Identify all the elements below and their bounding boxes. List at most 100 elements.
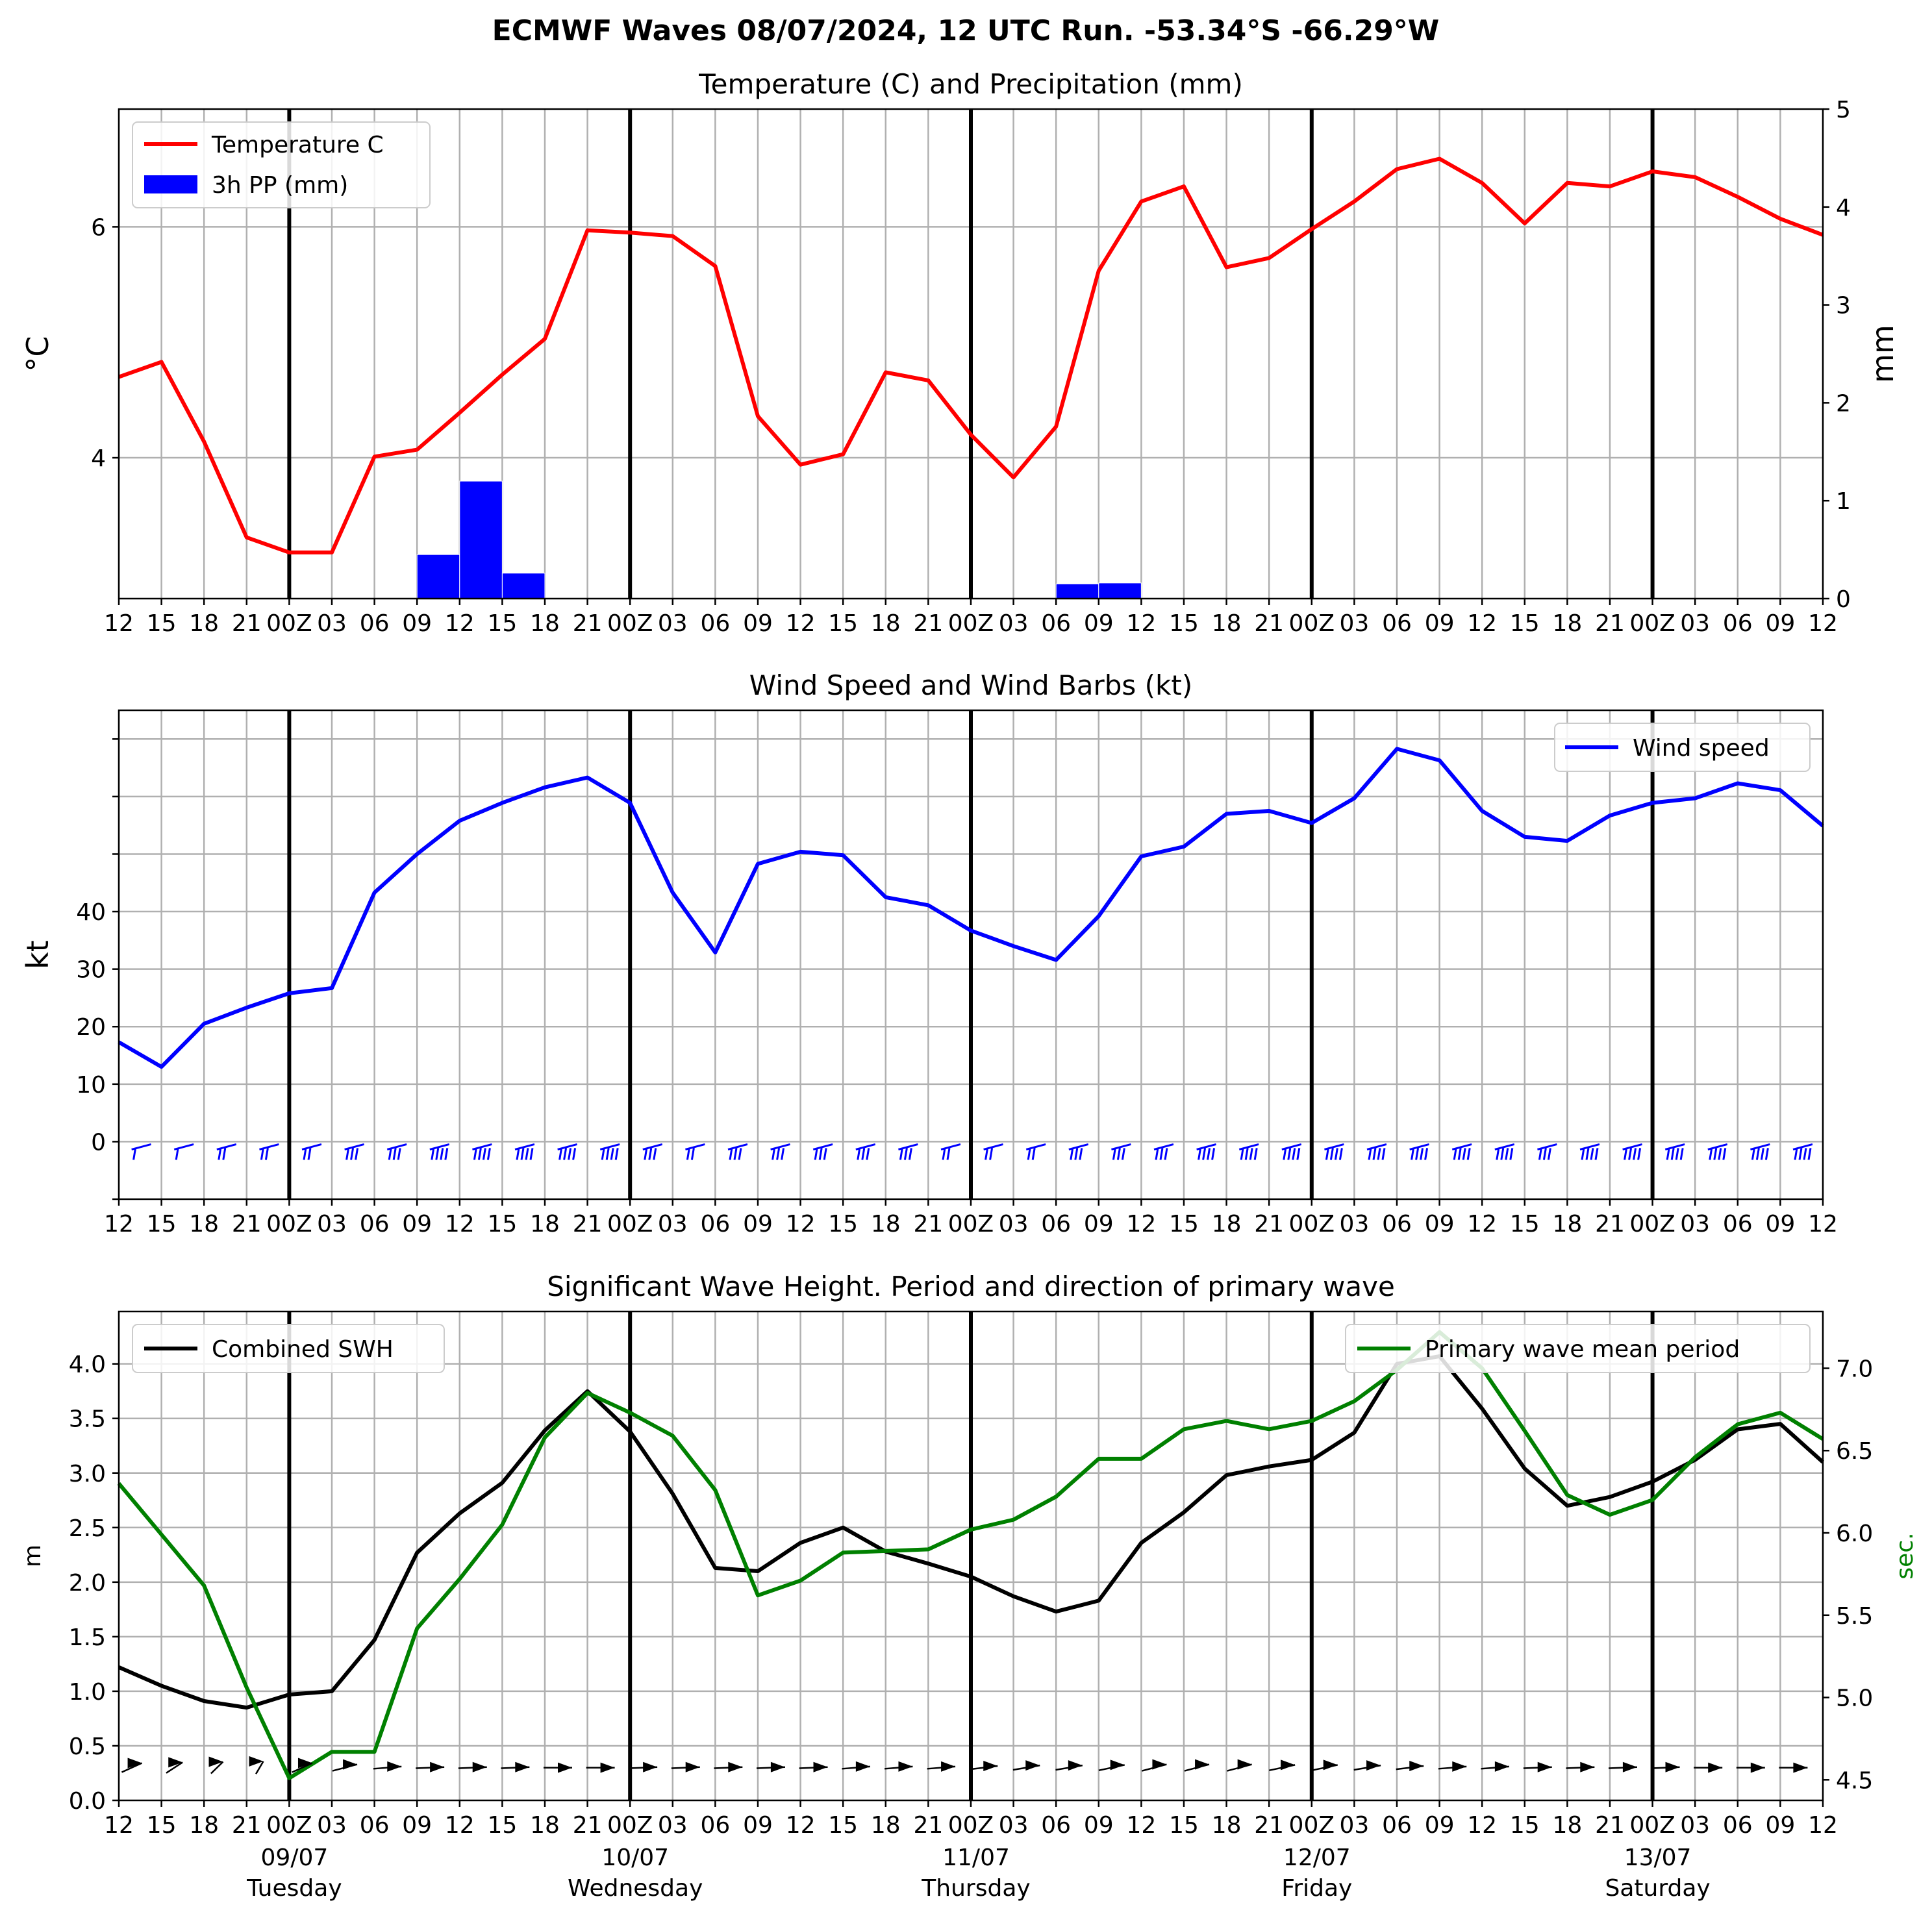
- wind-barb: [1025, 1143, 1046, 1160]
- x-tick-label: 21: [232, 1211, 262, 1237]
- wave-arrow-head: [1237, 1759, 1252, 1770]
- wind-barb-feather: [1722, 1148, 1727, 1160]
- x-tick-label: 03: [1680, 1812, 1710, 1839]
- x-tick-label: 15: [1169, 1812, 1199, 1839]
- wind-barb: [898, 1143, 918, 1160]
- y-tick-label-right: 6.0: [1836, 1521, 1873, 1547]
- wave-arrow-shaft: [210, 1761, 224, 1774]
- wind-barb: [173, 1143, 194, 1160]
- x-tick-label: 18: [871, 610, 901, 637]
- wind-barb: [472, 1143, 492, 1160]
- wind-barb-feather: [733, 1148, 738, 1160]
- wind-barb-feather: [772, 1148, 776, 1160]
- x-tick-label: 09: [743, 1211, 773, 1237]
- wind-barb-feather: [1709, 1148, 1713, 1160]
- wave-direction-arrow: [1651, 1761, 1680, 1772]
- wave-direction-arrow: [1269, 1759, 1296, 1772]
- wind-barb-feather: [1457, 1148, 1462, 1160]
- x-tick-label: 12: [786, 1211, 816, 1237]
- wind-barb-feather: [392, 1148, 397, 1160]
- day-name-label: Friday: [1281, 1875, 1352, 1902]
- panel-title: Significant Wave Height. Period and dire…: [547, 1271, 1395, 1302]
- x-tick-label: 00Z: [1629, 1812, 1675, 1839]
- x-tick-label: 21: [1254, 1812, 1284, 1839]
- wave-direction-arrow: [292, 1758, 313, 1773]
- figure-suptitle: ECMWF Waves 08/07/2024, 12 UTC Run. -53.…: [492, 14, 1440, 47]
- day-name-label: Saturday: [1605, 1875, 1710, 1902]
- wave-arrow-head: [685, 1761, 700, 1772]
- wave-arrow-head: [983, 1760, 998, 1771]
- wind-barb-feather: [1249, 1148, 1253, 1160]
- wind-barb: [1451, 1143, 1472, 1160]
- x-tick-label: 09: [402, 610, 432, 637]
- wind-barb: [1409, 1143, 1429, 1160]
- x-tick-label: 06: [1382, 610, 1412, 637]
- wind-barb: [1111, 1143, 1131, 1160]
- wind-barb-feather: [1325, 1148, 1329, 1160]
- wind-barb-feather: [355, 1148, 359, 1160]
- wind-barb-feather: [1211, 1148, 1216, 1160]
- wave-arrow-head: [387, 1761, 402, 1772]
- precip-bar: [1055, 583, 1099, 599]
- wind-barb: [1238, 1143, 1259, 1160]
- wind-barb-feather: [985, 1148, 989, 1160]
- x-tick-label: 00Z: [1629, 610, 1675, 637]
- wind-barb-feather: [477, 1148, 482, 1160]
- wind-barb: [557, 1143, 577, 1160]
- legend-label: Combined SWH: [212, 1336, 394, 1363]
- x-tick-label: 03: [1339, 1812, 1369, 1839]
- x-tick-label: 18: [871, 1211, 901, 1237]
- y-tick-label: 2.5: [69, 1515, 106, 1542]
- wind-barb-feather: [1637, 1148, 1642, 1160]
- wave-direction-arrow: [458, 1761, 487, 1772]
- wind-barb: [1579, 1143, 1600, 1160]
- wind-barb-feather: [222, 1148, 227, 1160]
- x-tick-label: 15: [487, 1812, 517, 1839]
- wind-barb-feather: [814, 1148, 818, 1160]
- day-name-label: Tuesday: [246, 1875, 342, 1902]
- x-tick-label: 06: [360, 1812, 390, 1839]
- wave-arrow-head: [430, 1761, 445, 1772]
- wind-barb-feather: [1292, 1148, 1296, 1160]
- wind-barb-feather: [1462, 1148, 1466, 1160]
- wind-barb-feather: [610, 1148, 614, 1160]
- day-date-label: 10/07: [601, 1845, 669, 1871]
- wind-barb-feather: [1155, 1148, 1159, 1160]
- wave-arrow-head: [855, 1761, 870, 1772]
- wave-arrow-head: [1281, 1759, 1296, 1771]
- x-tick-label: 00Z: [266, 1211, 312, 1237]
- x-tick-label: 21: [1595, 610, 1625, 637]
- wave-direction-arrow: [1609, 1761, 1637, 1772]
- y-axis-label-right: mm: [1865, 325, 1900, 383]
- x-tick-label: 09: [1084, 1812, 1114, 1839]
- y-tick-label: 0: [91, 1129, 106, 1156]
- wind-barb-feather: [1240, 1148, 1244, 1160]
- wind-barb-feather: [1500, 1148, 1505, 1160]
- x-tick-label: 18: [1552, 1211, 1582, 1237]
- wave-arrow-head: [813, 1761, 828, 1772]
- y-tick-label: 3.5: [69, 1406, 106, 1433]
- x-tick-label: 09: [402, 1211, 432, 1237]
- wave-direction-arrow: [1311, 1759, 1338, 1772]
- wind-barb-feather: [1466, 1148, 1471, 1160]
- wind-panel: Wind Speed and Wind Barbs (kt)12 15 18 21 00…: [20, 669, 1838, 1237]
- x-tick-label: 03: [658, 610, 688, 637]
- wind-barb-feather: [1675, 1148, 1679, 1160]
- wind-barb: [131, 1143, 151, 1160]
- wave-direction-arrow: [757, 1761, 785, 1772]
- wind-barb: [599, 1143, 620, 1160]
- wind-barb: [1494, 1143, 1515, 1160]
- wind-barb: [1750, 1143, 1770, 1160]
- y-tick-label-right: 7.0: [1836, 1356, 1873, 1382]
- x-tick-label: 12: [104, 1211, 134, 1237]
- wind-barb-feather: [1372, 1148, 1377, 1160]
- x-tick-label: 15: [828, 1812, 858, 1839]
- wave-direction-arrow: [884, 1761, 913, 1772]
- wind-barb-feather: [1794, 1148, 1798, 1160]
- wave-direction-arrow: [373, 1761, 402, 1772]
- x-tick-label: 06: [700, 1812, 730, 1839]
- x-tick-label: 03: [999, 1812, 1029, 1839]
- x-tick-label: 12: [1126, 1812, 1156, 1839]
- wind-barb-feather: [605, 1148, 610, 1160]
- wind-barb: [386, 1143, 407, 1160]
